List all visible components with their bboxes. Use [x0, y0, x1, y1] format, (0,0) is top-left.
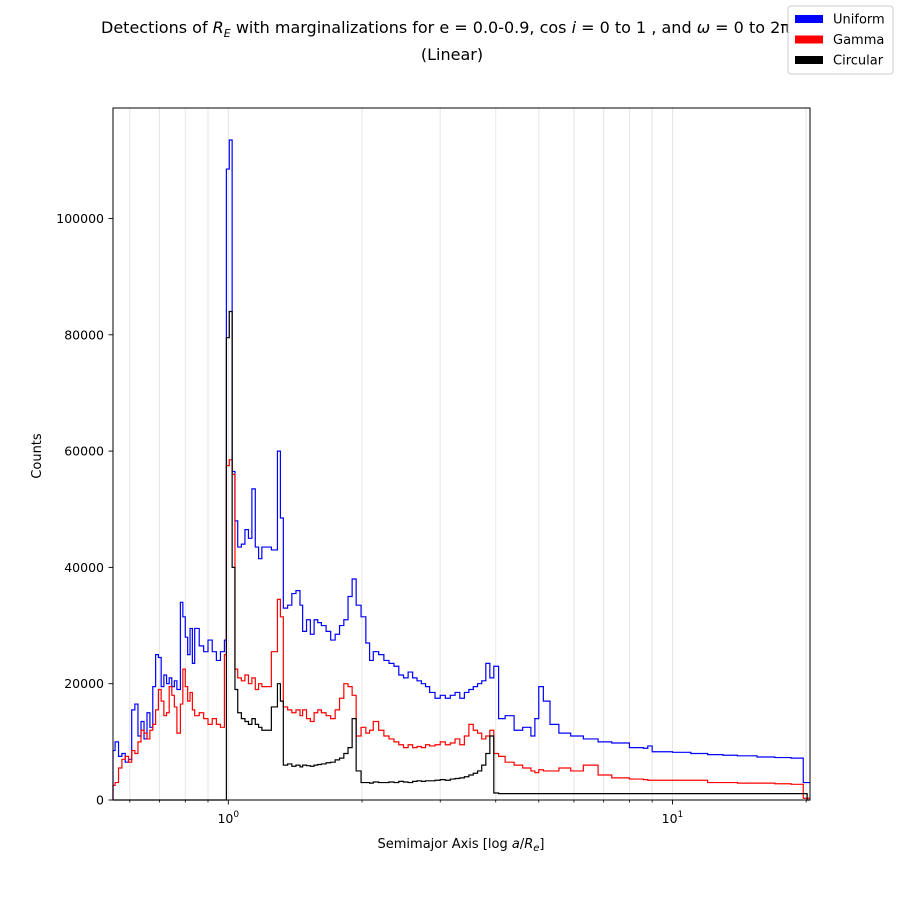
legend-label-circular: Circular	[833, 54, 884, 69]
legend-swatch-uniform	[795, 15, 823, 23]
y-axis-ticks: 0 20000 40000 60000 80000 100000	[56, 211, 113, 808]
legend-swatch-circular	[795, 56, 823, 64]
y-tick-label: 80000	[64, 327, 104, 342]
y-tick-label: 60000	[64, 444, 104, 459]
series-gamma	[112, 459, 810, 800]
series-layer	[112, 139, 810, 801]
x-gridlines	[129, 108, 807, 800]
y-axis-label: Counts	[30, 433, 45, 479]
y-tick-label: 20000	[64, 676, 104, 691]
x-tick-label: 100	[217, 810, 239, 826]
x-axis-label: Semimajor Axis [log a/Re]	[378, 837, 545, 854]
y-tick-label: 0	[96, 793, 104, 808]
legend: Uniform Gamma Circular	[787, 5, 894, 75]
y-tick-label: 100000	[56, 211, 104, 226]
legend-label-gamma: Gamma	[833, 33, 884, 48]
legend-label-uniform: Uniform	[833, 13, 885, 28]
series-uniform	[112, 139, 810, 800]
y-tick-label: 40000	[64, 560, 104, 575]
x-tick-label: 101	[662, 810, 684, 826]
chart-subtitle: (Linear)	[421, 45, 483, 64]
chart-title: Detections of RE with marginalizations f…	[101, 18, 790, 40]
series-circular	[113, 310, 810, 801]
legend-swatch-gamma	[795, 35, 823, 44]
x-axis-ticks: 100 101	[129, 800, 807, 826]
plot-frame	[112, 107, 811, 801]
